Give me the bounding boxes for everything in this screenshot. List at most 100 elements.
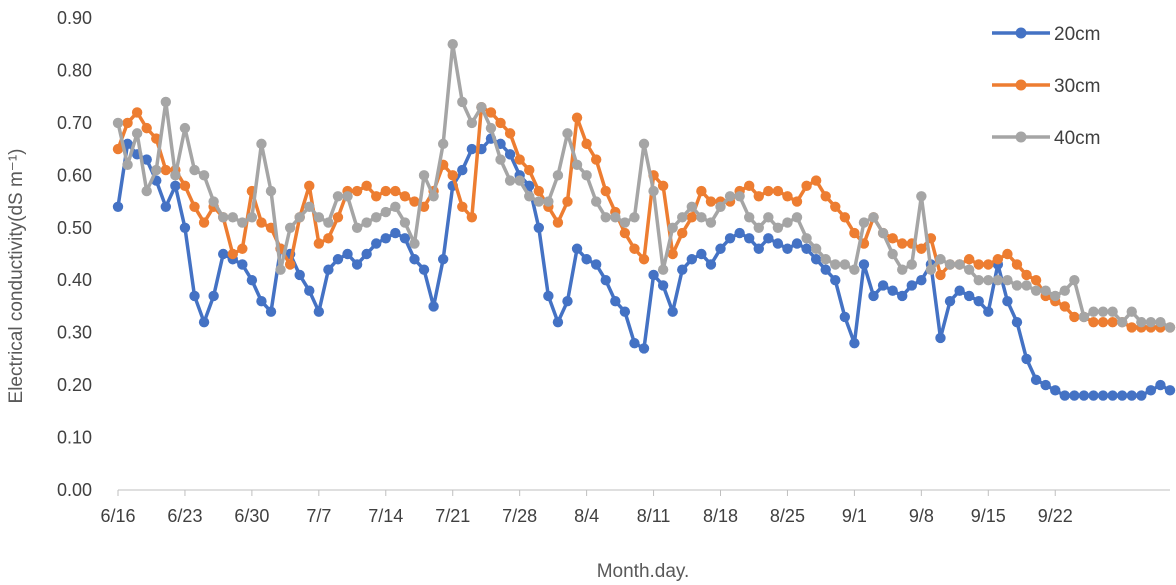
data-point: [629, 337, 640, 349]
data-point: [1097, 316, 1109, 328]
y-tick-label: 0.70: [57, 113, 92, 133]
data-point: [830, 201, 841, 212]
y-tick-label: 0.10: [57, 428, 92, 448]
y-tick-label: 0.30: [57, 323, 92, 343]
data-point: [744, 212, 755, 223]
data-point: [830, 275, 841, 286]
data-point: [524, 191, 535, 202]
data-point: [657, 264, 669, 275]
data-point: [801, 243, 812, 254]
data-point: [753, 191, 764, 202]
data-point: [198, 217, 210, 228]
x-tick-label: 7/21: [435, 506, 470, 526]
data-point: [1126, 306, 1137, 317]
data-point: [686, 254, 698, 265]
data-point: [1107, 390, 1118, 401]
data-point: [772, 222, 784, 233]
data-point: [256, 138, 267, 150]
data-point: [600, 212, 611, 223]
series-line: [116, 136, 1171, 398]
data-point: [1107, 316, 1118, 328]
data-point: [208, 196, 219, 207]
data-point: [1088, 390, 1099, 401]
data-point: [476, 101, 487, 113]
data-point: [1155, 316, 1166, 328]
data-point: [858, 217, 870, 228]
data-point: [657, 280, 669, 291]
data-point: [1050, 385, 1061, 396]
data-point: [629, 212, 640, 223]
data-point: [284, 222, 296, 233]
data-point: [610, 212, 621, 223]
data-point: [131, 128, 143, 139]
data-point: [189, 164, 200, 176]
data-point: [562, 128, 573, 139]
data-point: [897, 290, 908, 302]
data-point: [590, 259, 602, 270]
data-point: [590, 154, 602, 165]
y-tick-label: 0.00: [57, 480, 92, 500]
data-point: [963, 264, 975, 275]
data-point: [667, 248, 678, 260]
data-point: [447, 170, 458, 181]
data-point: [715, 201, 726, 212]
data-point: [619, 217, 631, 228]
data-point: [390, 185, 401, 197]
data-point: [657, 180, 669, 192]
x-tick-label: 8/25: [770, 506, 805, 526]
data-point: [963, 254, 975, 265]
data-point: [638, 254, 650, 265]
data-point: [724, 191, 736, 202]
data-point: [1030, 285, 1042, 296]
data-point: [227, 248, 238, 260]
data-point: [791, 196, 803, 207]
data-point: [1050, 290, 1061, 302]
data-point: [399, 191, 411, 202]
data-point: [648, 185, 659, 197]
legend: 20cm 30cm 40cm: [992, 24, 1100, 149]
data-point: [916, 191, 927, 202]
data-point: [218, 212, 229, 223]
y-tick-label: 0.50: [57, 218, 92, 238]
data-point: [1059, 301, 1071, 312]
data-point: [600, 185, 611, 197]
data-point: [1030, 374, 1042, 386]
data-point: [839, 311, 851, 323]
data-point: [1088, 316, 1099, 328]
data-point: [791, 238, 803, 249]
data-point: [457, 201, 468, 212]
data-point: [409, 196, 420, 207]
data-point: [820, 254, 831, 265]
data-point: [265, 185, 277, 197]
data-point: [313, 212, 325, 223]
data-point: [1059, 285, 1071, 296]
x-tick-label: 8/18: [703, 506, 738, 526]
data-point: [696, 185, 707, 197]
data-point: [495, 154, 506, 165]
data-point: [122, 159, 133, 171]
data-point: [830, 259, 841, 270]
data-point: [1011, 316, 1023, 328]
data-point: [1030, 275, 1042, 286]
data-point: [1021, 269, 1032, 281]
data-point: [524, 180, 535, 192]
data-point: [208, 290, 219, 302]
data-point: [371, 212, 382, 223]
data-point: [600, 275, 611, 286]
y-axis: 0.00 0.10 0.20 0.30 0.40 0.50 0.60 0.70 0.80 0.90: [57, 8, 92, 500]
data-point: [437, 254, 449, 265]
data-point: [935, 254, 946, 265]
data-point: [705, 217, 717, 228]
x-tick-label: 7/28: [502, 506, 537, 526]
data-point: [677, 264, 688, 275]
data-point: [810, 254, 822, 265]
data-point: [428, 301, 439, 312]
data-point: [552, 217, 564, 228]
data-point: [734, 191, 745, 202]
data-point: [237, 259, 248, 270]
data-point: [256, 217, 267, 228]
data-point: [839, 212, 851, 223]
data-point: [763, 212, 774, 223]
data-point: [418, 170, 430, 181]
